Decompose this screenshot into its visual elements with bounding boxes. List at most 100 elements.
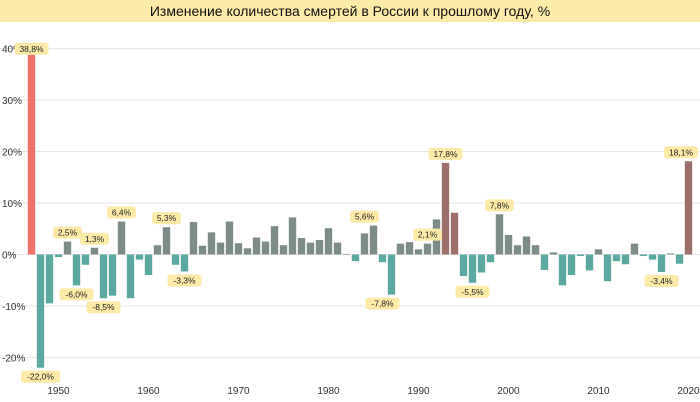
data-label-bg [20,370,61,383]
bar-1984 [360,233,369,255]
bar-2011 [603,254,612,282]
bar-1989 [405,242,414,255]
data-label-text: 17,8% [433,149,458,159]
data-label-text: -7,8% [371,299,394,309]
data-label-1955: -8,5% [86,301,121,314]
bar-1999 [495,214,504,255]
bar-1982 [342,253,351,255]
data-label-text: 18,1% [669,147,694,157]
bar-1950 [54,254,63,258]
bar-1969 [225,221,234,255]
data-label-bg [455,285,490,298]
y-tick-label: -20% [2,353,25,364]
bar-1990 [414,249,423,255]
data-label-bg [664,146,698,159]
chart-title: Изменение количества смертей в России к … [149,3,551,19]
data-label-bg [53,226,82,239]
bar-1979 [315,240,324,255]
bar-1958 [126,254,135,299]
bar-2009 [585,254,594,271]
data-label-2017: -3,4% [644,274,679,287]
data-label-bg [107,206,136,219]
data-label-bg [644,274,679,287]
bar-1994 [450,212,459,255]
data-label-text: 7,8% [490,200,510,210]
bar-1947 [27,54,36,255]
y-tick-label: -10% [2,302,25,313]
data-label-1984: 5,6% [350,210,379,223]
chart-title-bar: Изменение количества смертей в России к … [0,0,700,22]
bar-2001 [513,245,522,255]
bar-1949 [45,254,54,304]
bar-1973 [261,241,270,255]
bar-1953 [81,254,90,265]
data-label-bg [86,301,121,314]
data-label-text: 5,3% [157,213,177,223]
bar-1993 [441,162,450,255]
bar-2006 [558,254,567,286]
bar-2010 [594,249,603,255]
bar-2003 [531,245,540,255]
data-label-text: 2,5% [58,228,78,238]
data-label-1957: 6,4% [107,206,136,219]
data-label-1951: 2,5% [53,226,82,239]
data-label-bg [350,210,379,223]
bar-2012 [612,254,621,262]
bar-1963 [171,254,180,265]
bar-1991 [423,243,432,255]
data-label-1952: -6,0% [59,288,94,301]
data-label-bg [413,228,442,241]
bar-1966 [198,245,207,255]
bar-1968 [216,242,225,255]
bar-1987 [387,254,396,295]
bar-1964 [180,254,189,272]
data-label-1962: 5,3% [152,212,181,225]
bar-1981 [333,242,342,255]
bar-1954 [90,247,99,255]
data-label-bg [365,297,400,310]
bar-1965 [189,222,198,255]
data-label-text: -3,4% [650,276,673,286]
bar-2008 [576,254,585,257]
bar-1957 [117,221,126,255]
data-label-bg [59,288,94,301]
data-label-1986: -7,8% [365,297,400,310]
bar-2014 [630,243,639,255]
data-label-1999: 7,8% [485,199,514,212]
data-label-bg [14,42,49,55]
x-tick-label: 1970 [227,386,250,397]
x-tick-label: 2020 [677,386,700,397]
bar-1955 [99,254,108,299]
bar-1962 [162,227,171,255]
y-tick-label: 30% [2,96,22,107]
bar-1972 [252,237,261,255]
data-label-1948: -22,0% [20,370,61,383]
bar-1996 [468,254,477,283]
bar-1997 [477,254,486,273]
bar-1988 [396,243,405,255]
y-tick-label: 10% [2,199,22,210]
bar-1971 [243,248,252,255]
data-label-bg [80,232,109,245]
bar-2002 [522,236,531,255]
bar-1959 [135,254,144,260]
bar-1980 [324,228,333,255]
bar-1976 [288,217,297,255]
bar-1975 [279,245,288,255]
bar-1977 [297,238,306,255]
data-label-bg [485,199,514,212]
bar-2004 [540,254,549,270]
x-tick-label: 1960 [137,386,160,397]
y-tick-label: 0% [2,250,17,261]
y-tick-label: 40% [2,45,22,56]
bar-1985 [369,225,378,255]
data-label-bg [167,274,202,287]
data-label-text: -3,3% [173,275,196,285]
bar-1986 [378,254,387,263]
bar-1948 [36,254,45,368]
data-label-1993: 17,8% [428,147,463,160]
bar-2013 [621,254,630,265]
data-label-text: -6,0% [65,289,88,299]
bar-1998 [486,254,495,263]
data-label-1991: 2,1% [413,228,442,241]
